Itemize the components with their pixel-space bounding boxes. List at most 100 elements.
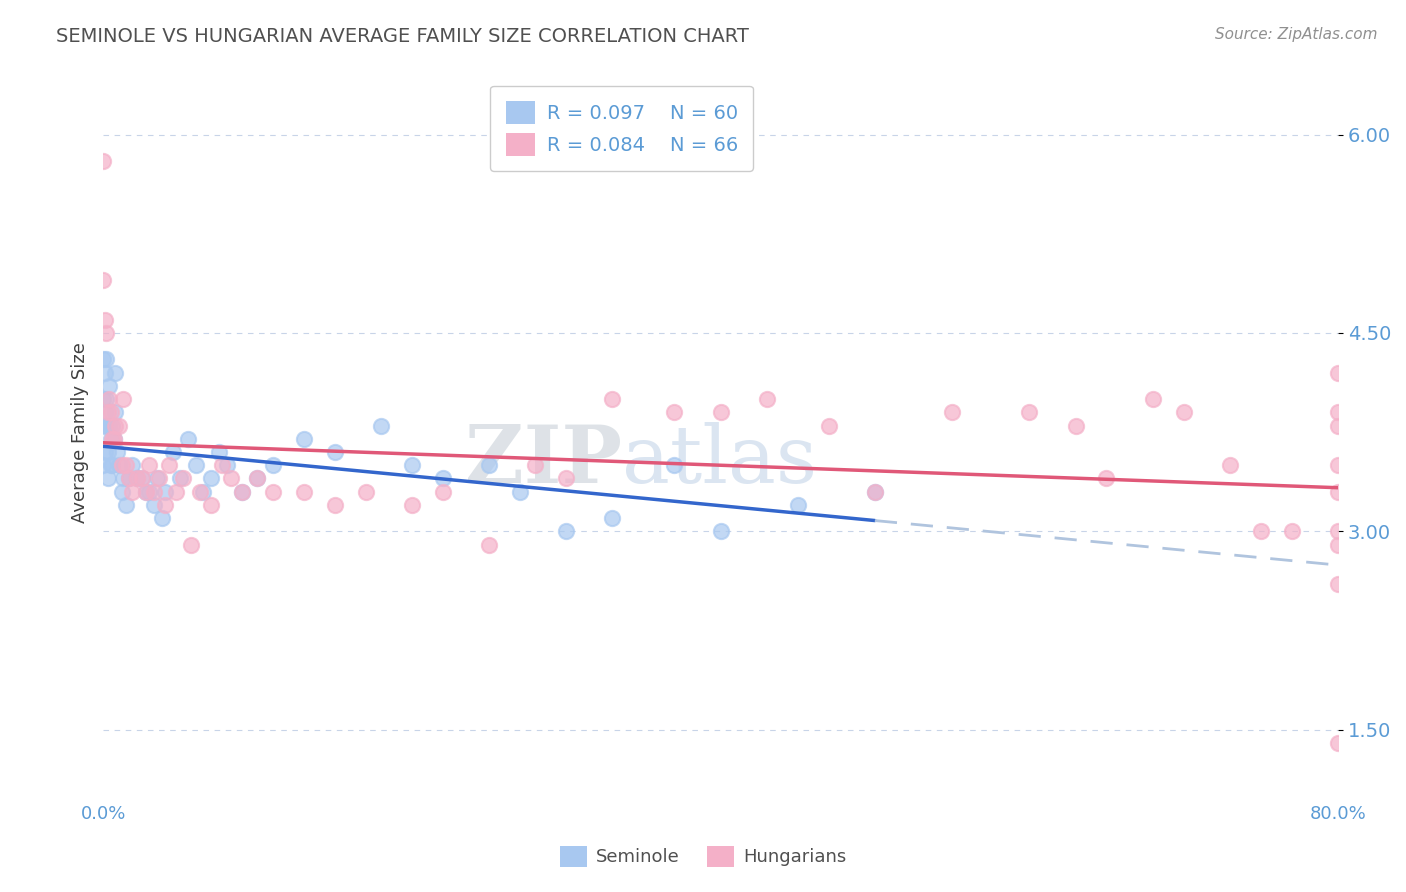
Point — [193, 484, 215, 499]
Point — [177, 432, 200, 446]
Point — [98, 392, 121, 406]
Point — [246, 471, 269, 485]
Point — [292, 432, 315, 446]
Point — [162, 445, 184, 459]
Point — [1327, 458, 1350, 473]
Point — [91, 392, 114, 406]
Point — [100, 432, 122, 446]
Point — [509, 484, 531, 499]
Text: ZIP: ZIP — [465, 422, 621, 500]
Point — [863, 484, 886, 499]
Point — [96, 352, 118, 367]
Point — [98, 379, 121, 393]
Point — [105, 445, 128, 459]
Point — [97, 405, 120, 419]
Point — [159, 458, 181, 473]
Point — [169, 471, 191, 485]
Point — [863, 484, 886, 499]
Point — [97, 471, 120, 485]
Point — [401, 498, 423, 512]
Point — [755, 392, 778, 406]
Point — [101, 418, 124, 433]
Point — [1327, 484, 1350, 499]
Point — [93, 445, 115, 459]
Point — [103, 432, 125, 446]
Point — [602, 392, 624, 406]
Point — [107, 458, 129, 473]
Point — [100, 458, 122, 473]
Point — [165, 484, 187, 499]
Point — [432, 484, 454, 499]
Point — [1095, 471, 1118, 485]
Point — [215, 458, 238, 473]
Point — [101, 458, 124, 473]
Point — [91, 154, 114, 169]
Point — [93, 405, 115, 419]
Point — [231, 484, 253, 499]
Point — [172, 471, 194, 485]
Point — [127, 471, 149, 485]
Point — [1173, 405, 1195, 419]
Point — [1219, 458, 1241, 473]
Point — [93, 312, 115, 326]
Point — [354, 484, 377, 499]
Point — [432, 471, 454, 485]
Y-axis label: Average Family Size: Average Family Size — [72, 342, 89, 523]
Point — [143, 498, 166, 512]
Point — [100, 405, 122, 419]
Point — [200, 498, 222, 512]
Point — [143, 484, 166, 499]
Point — [401, 458, 423, 473]
Point — [91, 273, 114, 287]
Text: atlas: atlas — [621, 422, 817, 500]
Point — [148, 471, 170, 485]
Point — [323, 498, 346, 512]
Point — [1281, 524, 1303, 539]
Point — [96, 326, 118, 340]
Point — [555, 524, 578, 539]
Point — [709, 524, 731, 539]
Point — [817, 418, 839, 433]
Point — [1327, 418, 1350, 433]
Point — [97, 445, 120, 459]
Point — [93, 366, 115, 380]
Point — [135, 484, 157, 499]
Point — [91, 458, 114, 473]
Point — [138, 484, 160, 499]
Point — [246, 471, 269, 485]
Point — [941, 405, 963, 419]
Point — [478, 537, 501, 551]
Point — [118, 471, 141, 485]
Point — [127, 471, 149, 485]
Point — [104, 405, 127, 419]
Point — [118, 471, 141, 485]
Text: SEMINOLE VS HUNGARIAN AVERAGE FAMILY SIZE CORRELATION CHART: SEMINOLE VS HUNGARIAN AVERAGE FAMILY SIZ… — [56, 27, 749, 45]
Point — [91, 418, 114, 433]
Text: Source: ZipAtlas.com: Source: ZipAtlas.com — [1215, 27, 1378, 42]
Point — [97, 418, 120, 433]
Point — [709, 405, 731, 419]
Point — [103, 432, 125, 446]
Point — [131, 471, 153, 485]
Legend: R = 0.097    N = 60, R = 0.084    N = 66: R = 0.097 N = 60, R = 0.084 N = 66 — [491, 86, 754, 171]
Point — [150, 511, 173, 525]
Point — [131, 471, 153, 485]
Point — [555, 471, 578, 485]
Point — [211, 458, 233, 473]
Point — [208, 445, 231, 459]
Point — [219, 471, 242, 485]
Point — [98, 418, 121, 433]
Point — [1018, 405, 1040, 419]
Point — [91, 352, 114, 367]
Point — [231, 484, 253, 499]
Point — [1064, 418, 1087, 433]
Point — [96, 392, 118, 406]
Point — [121, 458, 143, 473]
Point — [1327, 537, 1350, 551]
Point — [111, 458, 134, 473]
Point — [112, 471, 135, 485]
Point — [1327, 366, 1350, 380]
Point — [664, 405, 686, 419]
Point — [115, 498, 138, 512]
Point — [1327, 577, 1350, 591]
